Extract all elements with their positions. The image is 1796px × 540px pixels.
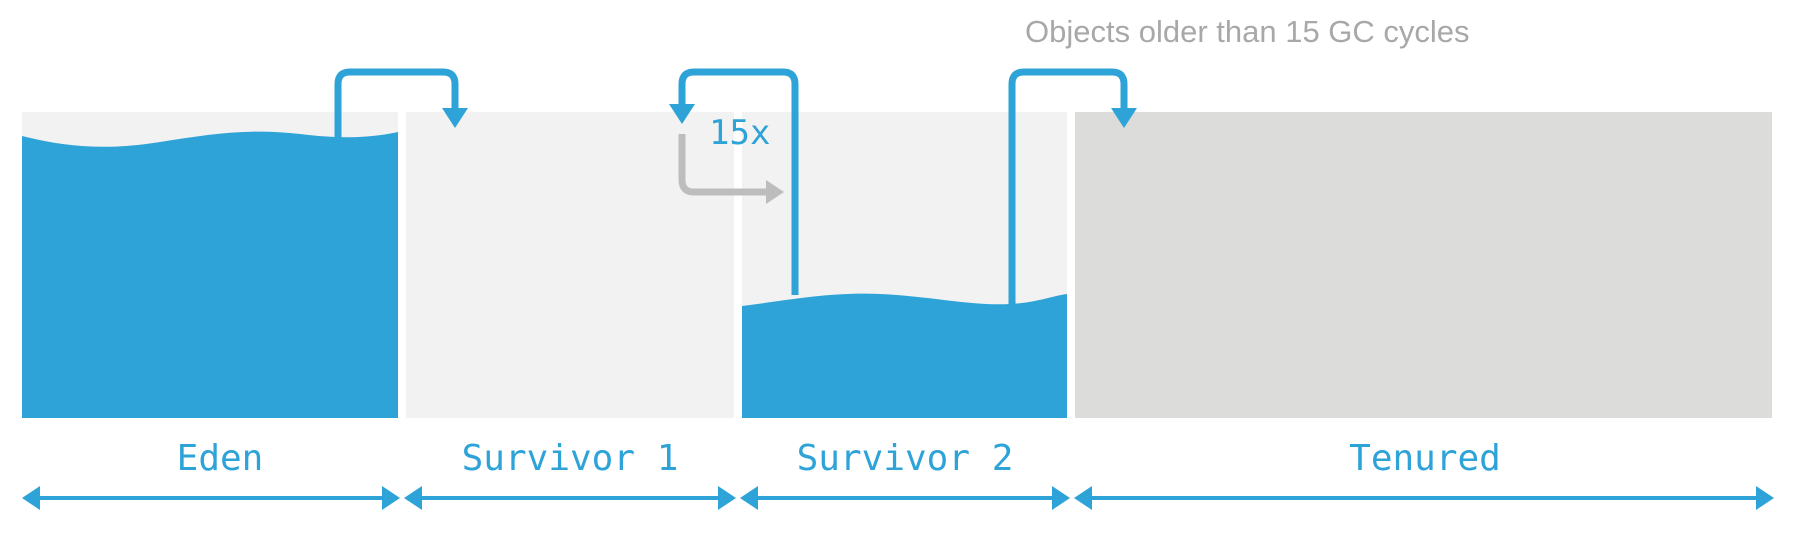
tenure-threshold-annotation: Objects older than 15 GC cycles [1025, 14, 1470, 49]
dimension-arrow-eden [22, 486, 400, 510]
cycle-loop-arrow [678, 134, 768, 196]
cycle-loop-arrowhead [766, 180, 784, 204]
dimension-arrow-tenured [1074, 486, 1774, 510]
eden-fill [22, 131, 398, 418]
survivor2-to-survivor1-arrowhead [669, 104, 695, 124]
survivor2-to-tenured-arrow [1008, 68, 1128, 304]
dimension-arrow-survivor-2 [740, 486, 1070, 510]
tenured-region [1075, 112, 1772, 418]
survivor2-to-survivor1-arrow [678, 68, 799, 295]
survivor2-to-tenured-arrowhead [1111, 108, 1137, 128]
dimension-arrow-survivor-1 [404, 486, 736, 510]
region-label-survivor-1: Survivor 1 [462, 438, 679, 479]
survivor-2-fill [742, 293, 1067, 418]
eden-to-survivor1-arrowhead [442, 108, 468, 128]
eden-to-survivor1-arrow [334, 68, 459, 146]
region-label-tenured: Tenured [1349, 438, 1501, 479]
region-label-eden: Eden [177, 438, 264, 479]
region-label-survivor-2: Survivor 2 [797, 438, 1014, 479]
cycle-count-label: 15x [709, 113, 770, 153]
